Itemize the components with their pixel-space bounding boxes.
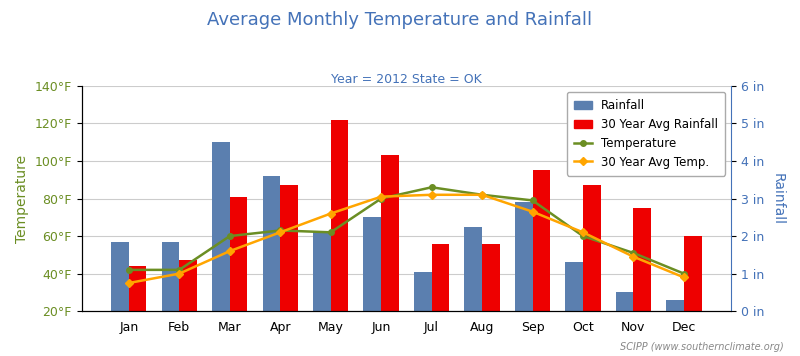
- Bar: [533, 171, 550, 311]
- Temperature: [326, 230, 335, 235]
- Bar: [616, 292, 634, 311]
- Y-axis label: Rainfall: Rainfall: [771, 173, 785, 225]
- Bar: [313, 232, 330, 311]
- Temperature: [528, 198, 538, 203]
- Bar: [363, 217, 381, 311]
- 30 Year Avg Temp.: [174, 272, 184, 276]
- Bar: [666, 300, 684, 311]
- Temperature: [578, 234, 588, 238]
- Bar: [515, 202, 533, 311]
- Temperature: [124, 268, 134, 272]
- 30 Year Avg Temp.: [478, 193, 487, 197]
- Temperature: [679, 272, 689, 276]
- Temperature: [426, 185, 436, 189]
- 30 Year Avg Temp.: [629, 255, 638, 259]
- Line: 30 Year Avg Temp.: 30 Year Avg Temp.: [126, 192, 686, 286]
- Bar: [431, 244, 450, 311]
- Bar: [684, 236, 702, 311]
- Bar: [162, 242, 179, 311]
- 30 Year Avg Temp.: [578, 230, 588, 235]
- Title: Year = 2012 State = OK: Year = 2012 State = OK: [331, 73, 482, 86]
- Bar: [414, 272, 431, 311]
- Temperature: [275, 228, 285, 232]
- 30 Year Avg Temp.: [225, 249, 234, 253]
- Bar: [482, 244, 500, 311]
- Bar: [381, 155, 398, 311]
- Bar: [179, 261, 197, 311]
- Bar: [566, 262, 583, 311]
- 30 Year Avg Temp.: [376, 194, 386, 199]
- Bar: [330, 120, 348, 311]
- Bar: [111, 242, 129, 311]
- Temperature: [376, 197, 386, 201]
- Text: Average Monthly Temperature and Rainfall: Average Monthly Temperature and Rainfall: [207, 11, 593, 29]
- Bar: [464, 227, 482, 311]
- Temperature: [478, 193, 487, 197]
- Legend: Rainfall, 30 Year Avg Rainfall, Temperature, 30 Year Avg Temp.: Rainfall, 30 Year Avg Rainfall, Temperat…: [567, 92, 725, 176]
- Temperature: [629, 251, 638, 255]
- Bar: [634, 208, 651, 311]
- Temperature: [174, 268, 184, 272]
- 30 Year Avg Temp.: [124, 281, 134, 285]
- Bar: [583, 185, 601, 311]
- Bar: [230, 197, 247, 311]
- Bar: [280, 185, 298, 311]
- Y-axis label: Temperature: Temperature: [15, 155, 29, 242]
- 30 Year Avg Temp.: [275, 230, 285, 235]
- Bar: [262, 176, 280, 311]
- 30 Year Avg Temp.: [679, 275, 689, 279]
- 30 Year Avg Temp.: [326, 211, 335, 216]
- Line: Temperature: Temperature: [126, 184, 686, 276]
- Temperature: [225, 234, 234, 238]
- Bar: [212, 142, 230, 311]
- Bar: [129, 266, 146, 311]
- Text: SCIPP (www.southernclimate.org): SCIPP (www.southernclimate.org): [620, 342, 784, 352]
- 30 Year Avg Temp.: [426, 193, 436, 197]
- 30 Year Avg Temp.: [528, 210, 538, 214]
